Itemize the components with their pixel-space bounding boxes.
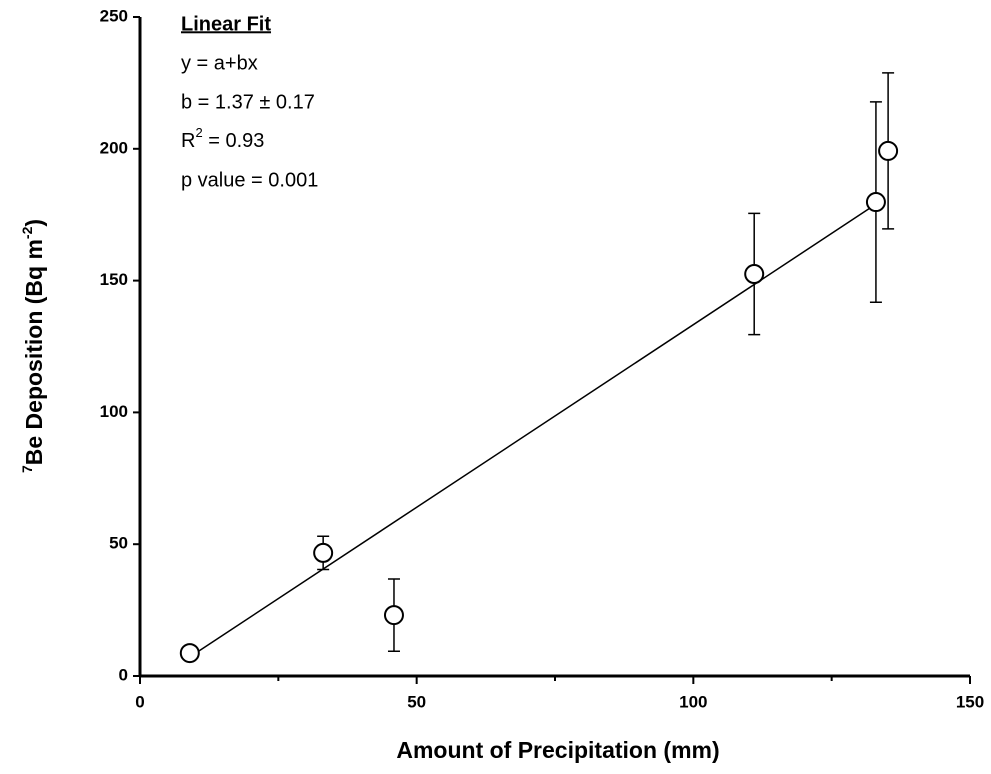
annotation: Linear Fit y = a+bx b = 1.37 ± 0.17 R2 =… <box>181 13 318 191</box>
y-tick-label: 200 <box>100 138 128 157</box>
x-tick-label: 0 <box>135 692 144 711</box>
r-rest: = 0.93 <box>203 130 265 152</box>
point <box>744 264 765 285</box>
annotation-r2: R2 = 0.93 <box>181 125 264 152</box>
point <box>865 192 886 213</box>
x-axis-title: Amount of Precipitation (mm) <box>396 737 719 763</box>
r-sup: 2 <box>195 125 202 140</box>
x-tick-label: 50 <box>407 692 426 711</box>
annotation-slope: b = 1.37 ± 0.17 <box>181 91 315 113</box>
point <box>179 643 200 664</box>
x-tick-label: 150 <box>956 692 984 711</box>
y-tick-label: 0 <box>119 665 128 684</box>
annotation-equation: y = a+bx <box>181 52 258 74</box>
y-axis-title-main: Be Deposition (Bq m <box>21 239 47 465</box>
point <box>878 140 899 161</box>
annotation-title: Linear Fit <box>181 13 271 35</box>
x-tick-label: 100 <box>679 692 707 711</box>
y-axis-title-sup: 7 <box>19 465 35 473</box>
annotation-p: p value = 0.001 <box>181 169 318 191</box>
y-tick-label: 100 <box>100 402 128 421</box>
y-tick-label: 50 <box>109 534 128 553</box>
point <box>313 542 334 563</box>
y-tick-label: 250 <box>100 6 128 25</box>
point <box>383 605 404 626</box>
y-axis-title: 7Be Deposition (Bq m-2) <box>19 219 47 473</box>
y-axis-title-exp: -2 <box>19 226 35 239</box>
r-base: R <box>181 130 195 152</box>
fit-line <box>189 203 877 658</box>
y-axis-title-close: ) <box>21 219 47 227</box>
y-tick-label: 150 <box>100 270 128 289</box>
